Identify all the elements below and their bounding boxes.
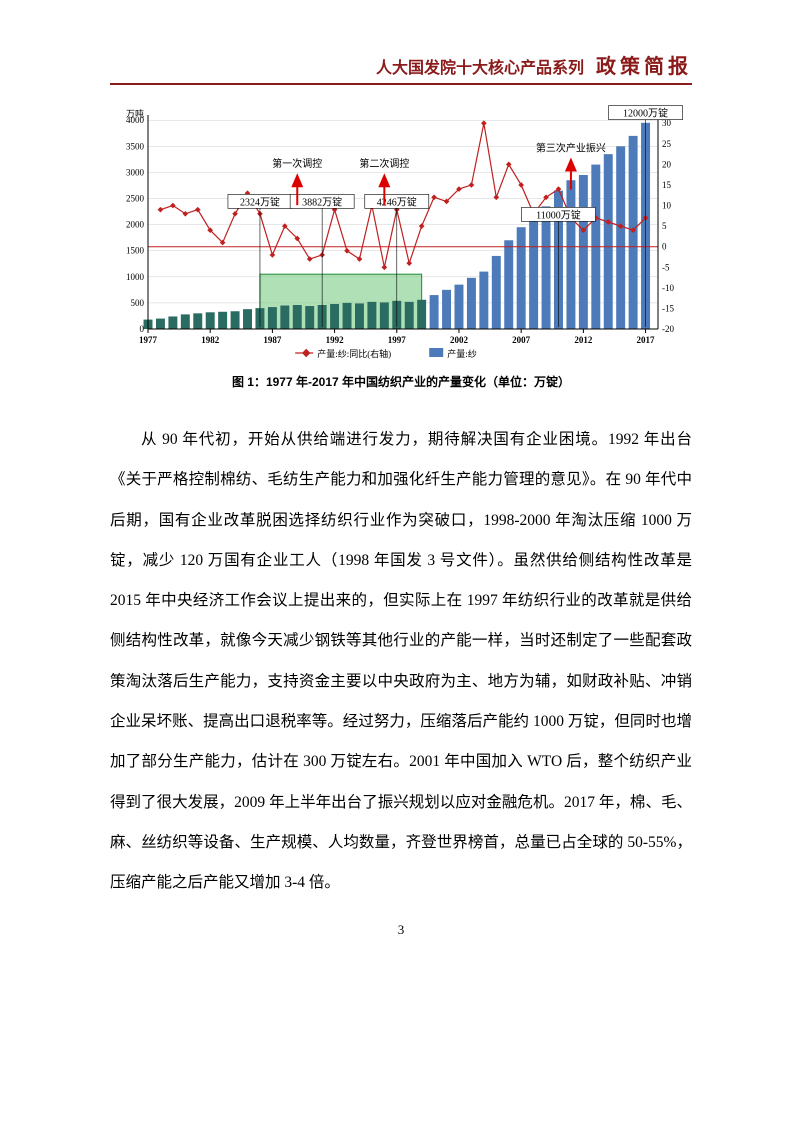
svg-text:2324万锭: 2324万锭 (240, 195, 280, 208)
svg-text:1997: 1997 (388, 335, 407, 345)
chart-figure: 05001000150020002500300035004000万吨-20-15… (110, 105, 692, 365)
svg-text:1992: 1992 (326, 335, 345, 345)
svg-text:-15: -15 (662, 303, 674, 313)
production-chart: 05001000150020002500300035004000万吨-20-15… (110, 105, 692, 365)
svg-text:4246万锭: 4246万锭 (377, 195, 417, 208)
svg-text:0: 0 (662, 242, 667, 252)
svg-text:产量:纱: 产量:纱 (447, 348, 477, 359)
svg-text:-5: -5 (662, 262, 670, 272)
svg-text:2500: 2500 (126, 194, 145, 204)
svg-text:2000: 2000 (126, 220, 145, 230)
svg-text:15: 15 (662, 180, 672, 190)
header-series-title: 人大国发院十大核心产品系列 (376, 54, 584, 78)
svg-text:5: 5 (662, 221, 667, 231)
svg-text:11000万锭: 11000万锭 (536, 208, 581, 221)
svg-text:3000: 3000 (126, 167, 145, 177)
header-report-type: 政策简报 (596, 50, 692, 79)
svg-text:万吨: 万吨 (126, 108, 144, 119)
svg-text:1987: 1987 (263, 335, 282, 345)
document-page: 人大国发院十大核心产品系列 政策简报 0 500 1000 1500 2000 2500 3… (0, 0, 802, 978)
svg-text:2007: 2007 (512, 335, 531, 345)
svg-text:500: 500 (131, 298, 145, 308)
svg-text:2002: 2002 (450, 335, 469, 345)
svg-text:1977: 1977 (139, 335, 158, 345)
svg-text:12000万锭: 12000万锭 (623, 107, 668, 120)
svg-text:25: 25 (662, 139, 672, 149)
svg-text:20: 20 (662, 159, 672, 169)
page-header: 人大国发院十大核心产品系列 政策简报 (110, 50, 692, 85)
svg-text:3882万锭: 3882万锭 (302, 195, 342, 208)
svg-text:1982: 1982 (201, 335, 220, 345)
svg-text:2012: 2012 (574, 335, 593, 345)
chart-caption: 图 1：1977 年-2017 年中国纺织产业的产量变化（单位：万锭） (110, 373, 692, 390)
svg-text:2017: 2017 (637, 335, 656, 345)
page-number: 3 (110, 922, 692, 938)
svg-text:-20: -20 (662, 324, 674, 334)
svg-text:第三次产业振兴: 第三次产业振兴 (536, 142, 606, 155)
svg-text:10: 10 (662, 201, 672, 211)
svg-text:-10: -10 (662, 283, 674, 293)
body-paragraph: 从 90 年代初，开始从供给端进行发力，期待解决国有企业困境。1992 年出台《… (110, 420, 692, 904)
svg-text:第二次调控: 第二次调控 (359, 157, 409, 170)
svg-text:1500: 1500 (126, 246, 145, 256)
svg-text:产量:纱:同比(右轴): 产量:纱:同比(右轴) (317, 348, 391, 359)
svg-text:第一次调控: 第一次调控 (272, 157, 322, 170)
svg-text:1000: 1000 (126, 272, 145, 282)
svg-text:3500: 3500 (126, 141, 145, 151)
